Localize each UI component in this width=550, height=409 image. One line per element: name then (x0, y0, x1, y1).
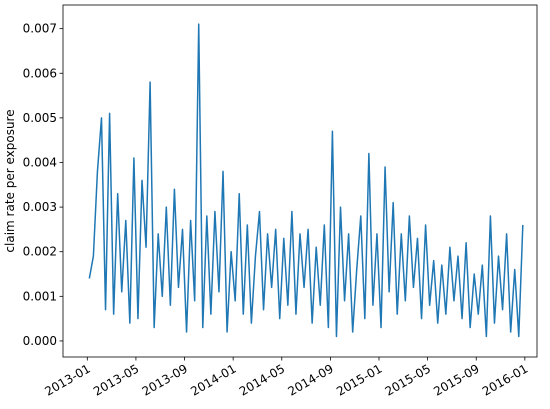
x-tick-label: 2014-01 (188, 361, 238, 398)
y-tick-label: 0.000 (23, 334, 57, 348)
y-tick-label: 0.005 (23, 111, 57, 125)
x-tick-label: 2014-05 (237, 361, 287, 398)
y-tick-label: 0.001 (23, 289, 57, 303)
x-tick-label: 2016-01 (480, 361, 530, 398)
y-tick-label: 0.007 (23, 22, 57, 36)
x-tick-label: 2015-01 (334, 361, 384, 398)
y-tick-label: 0.004 (23, 155, 57, 169)
x-tick-label: 2015-05 (383, 361, 433, 398)
line-series (88, 23, 524, 338)
y-tick-label: 0.006 (23, 66, 57, 80)
y-tick-label: 0.002 (23, 245, 57, 259)
x-tick-label: 2014-09 (285, 361, 335, 398)
x-tick-label: 2013-09 (140, 361, 190, 398)
x-tick-label: 2015-09 (431, 361, 481, 398)
x-tick-label: 2013-01 (42, 361, 92, 398)
x-tick-label: 2013-05 (91, 361, 141, 398)
y-axis-label: claim rate per exposure (3, 109, 17, 252)
plot-frame (62, 4, 538, 358)
y-tick-label: 0.003 (23, 200, 57, 214)
